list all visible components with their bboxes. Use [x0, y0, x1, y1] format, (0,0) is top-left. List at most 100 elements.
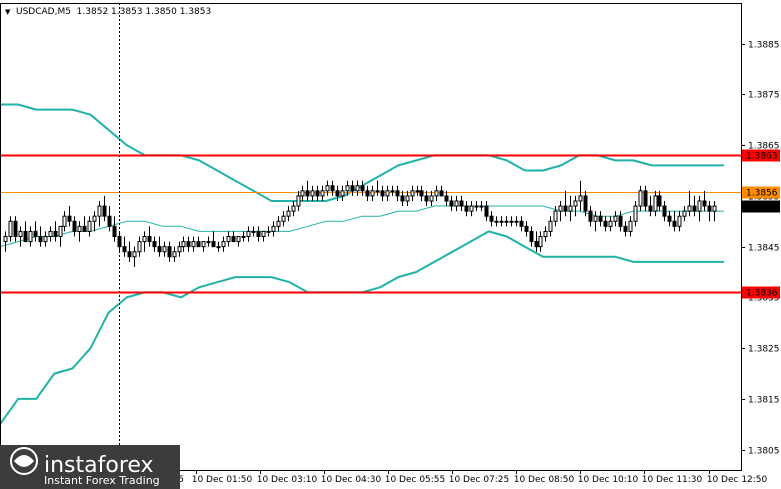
candle — [261, 230, 266, 242]
candle — [325, 180, 330, 196]
candle — [226, 231, 231, 247]
candle — [241, 231, 246, 242]
candle-body-bear — [157, 246, 162, 253]
candle-body-bear — [350, 185, 355, 192]
current-level-label: 1.3856 — [746, 189, 778, 199]
candle-body-bear — [672, 220, 677, 227]
candle-body-bull — [310, 190, 315, 197]
candle — [191, 236, 196, 252]
candle-body-bear — [529, 230, 534, 243]
candle — [53, 221, 58, 242]
candle — [67, 206, 72, 227]
candle — [439, 185, 444, 197]
candle — [206, 236, 211, 247]
candle — [410, 185, 415, 201]
candle — [623, 221, 628, 237]
candle — [201, 241, 206, 252]
candle-body-bull — [593, 215, 598, 222]
candle-body-bull — [429, 195, 434, 202]
candle-body-bear — [459, 200, 464, 207]
candle-body-bull — [325, 185, 330, 192]
candle — [320, 185, 325, 201]
candle — [122, 236, 127, 257]
candle-body-bull — [682, 210, 687, 217]
candle-body-bear — [707, 205, 712, 212]
resistance-level-label-bg — [742, 149, 780, 162]
candle — [464, 200, 469, 217]
candle — [657, 190, 662, 212]
candle-body-bear — [380, 190, 385, 197]
candle-body-bear — [315, 190, 320, 197]
candle-body-bull — [345, 185, 350, 192]
price-tick-label: 1.3825 — [748, 345, 780, 355]
candle-body-bear — [127, 251, 132, 258]
candle-body-bull — [628, 220, 633, 232]
candle-body-bear — [424, 195, 429, 202]
candle-body-bear — [231, 236, 236, 243]
candle-body-bear — [256, 230, 261, 238]
candle — [682, 206, 687, 222]
candle-body-bull — [8, 220, 13, 238]
price-tick-label: 1.3885 — [748, 41, 780, 51]
last-price-label-bg — [742, 200, 780, 213]
candle-body-bear — [186, 241, 191, 248]
candle-body-bear — [330, 185, 335, 192]
candle — [504, 216, 509, 227]
candle — [608, 216, 613, 232]
candle-body-bear — [400, 195, 405, 202]
candle-body-bull — [296, 195, 301, 207]
candle — [266, 226, 271, 237]
candle-body-bear — [107, 215, 112, 227]
candle-body-bull — [18, 230, 23, 238]
candle-body-bull — [494, 220, 499, 223]
candle — [211, 231, 216, 248]
candle — [92, 211, 97, 232]
candle — [529, 226, 534, 247]
candle — [82, 216, 87, 232]
candle-body-bull — [271, 225, 276, 232]
candle — [424, 190, 429, 207]
candle-body-bull — [677, 215, 682, 227]
candle — [390, 185, 395, 196]
candle — [449, 195, 454, 212]
candle — [593, 211, 598, 232]
candle — [662, 200, 667, 222]
candle — [221, 236, 226, 252]
candle — [77, 221, 82, 242]
candle — [583, 190, 588, 217]
candle — [97, 200, 102, 227]
candle-body-bull — [241, 236, 246, 238]
candle-body-bear — [618, 215, 623, 227]
candle — [543, 226, 548, 242]
candle — [677, 211, 682, 232]
candle-body-bull — [132, 251, 137, 258]
time-tick-label: 10 Dec 04:30 — [321, 475, 382, 485]
candle-body-bear — [53, 230, 58, 238]
candle-body-bear — [360, 185, 365, 192]
price-tick-label: 1.3845 — [748, 244, 780, 254]
candle-body-bear — [449, 200, 454, 207]
candle-body-bull — [340, 190, 345, 197]
candle — [13, 216, 18, 242]
candle-body-bear — [365, 190, 370, 197]
candle-body-bear — [112, 225, 117, 237]
candle-body-bull — [201, 241, 206, 248]
candle — [23, 221, 28, 243]
candle — [643, 185, 648, 212]
candle — [538, 231, 543, 252]
candle — [509, 216, 514, 227]
candle-body-bull — [191, 241, 196, 248]
candle-body-bull — [390, 190, 395, 193]
candle-body-bull — [697, 200, 702, 212]
candle — [534, 231, 539, 252]
symbol-dropdown-arrow-icon[interactable]: ▼ — [5, 8, 11, 16]
candle — [613, 211, 618, 227]
candle — [638, 185, 643, 212]
candle-body-bear — [23, 230, 28, 243]
candle — [702, 190, 707, 212]
candle-body-bull — [638, 190, 643, 207]
candle-body-bull — [514, 220, 519, 223]
candle-body-bull — [553, 210, 558, 222]
